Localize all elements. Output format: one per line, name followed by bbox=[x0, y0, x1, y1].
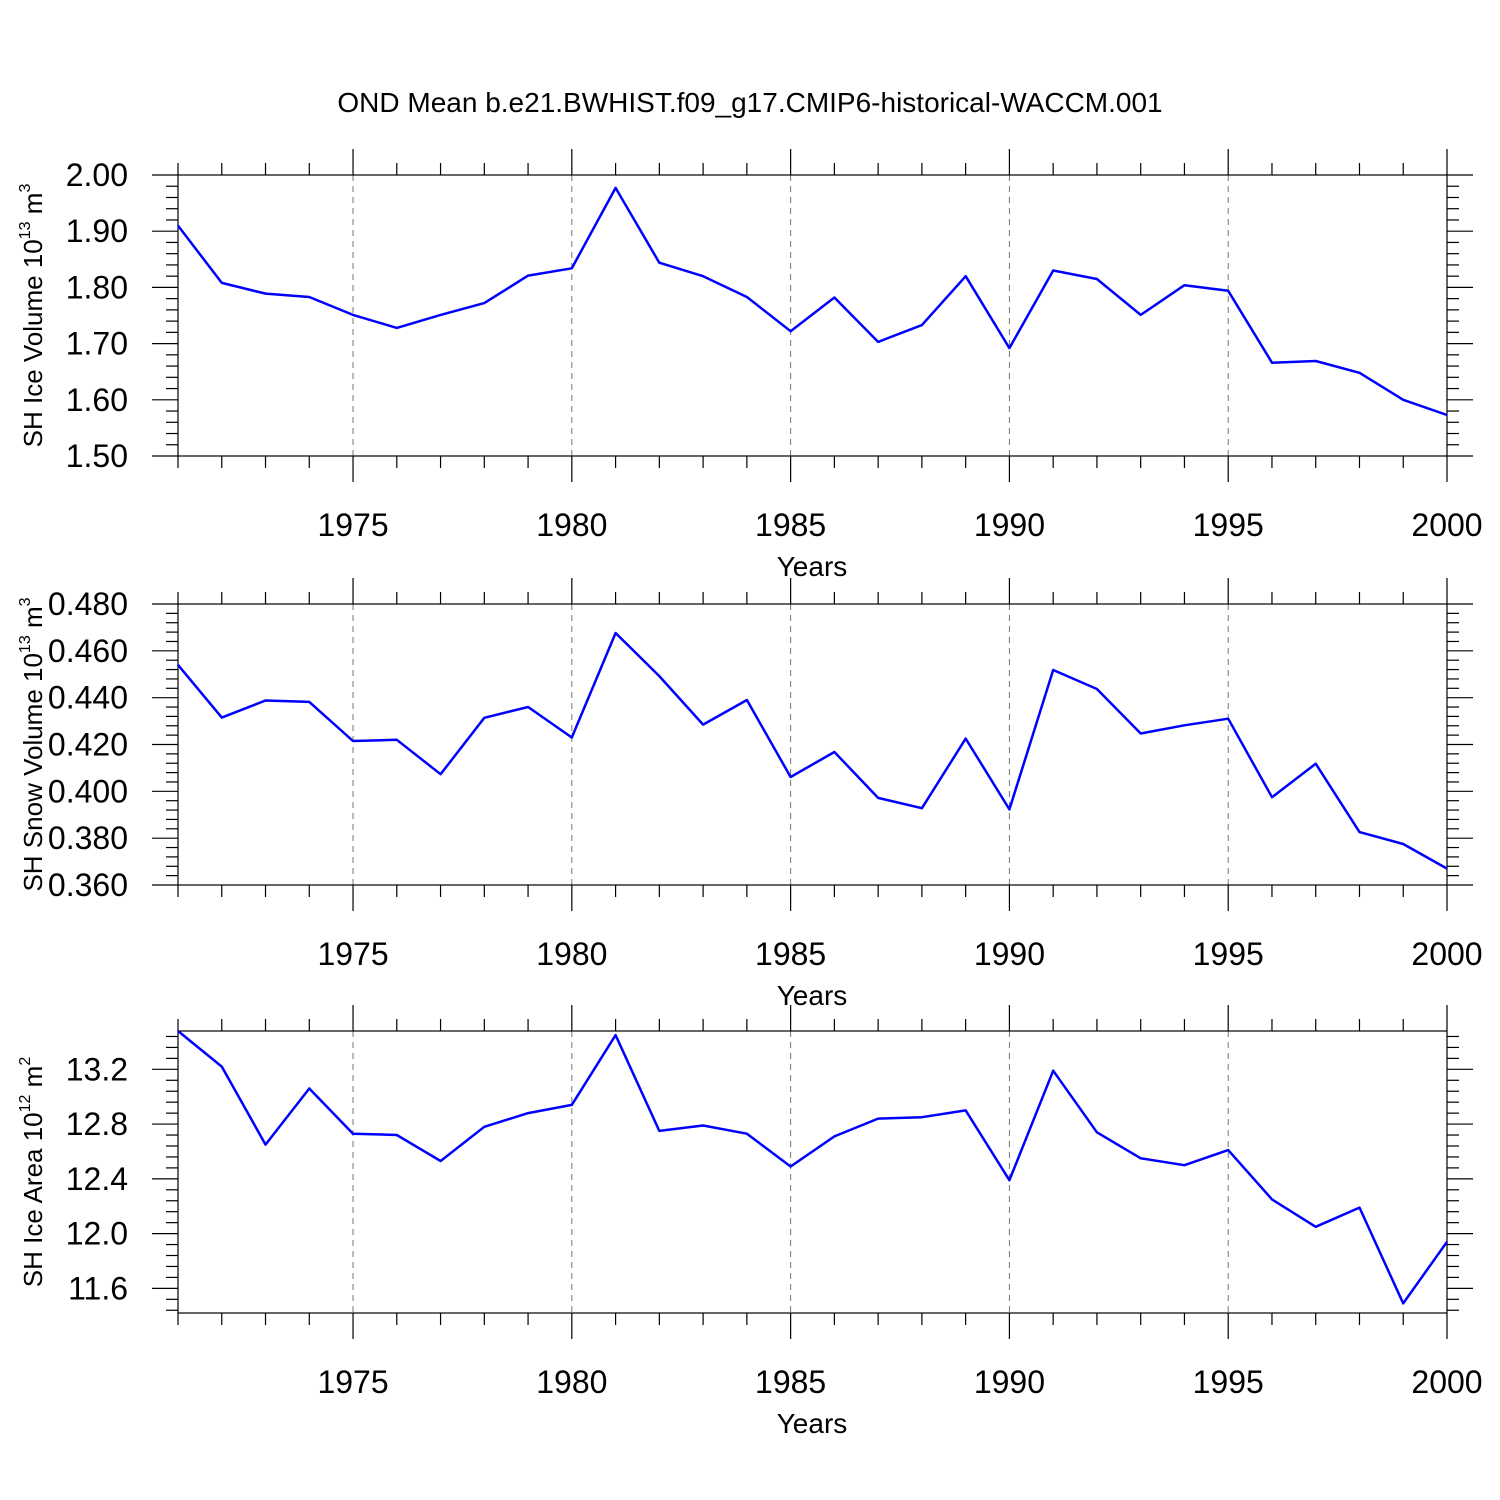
panel-1: 1.50 1.60 1.70 1.80 1.90 2.00 1975 1980 1985 1990… bbox=[17, 149, 1483, 582]
x-tick-label: 1990 bbox=[974, 507, 1045, 543]
x-tick-label: 1985 bbox=[755, 507, 826, 543]
y-tick-label: 12.0 bbox=[66, 1216, 128, 1252]
y-tick-label: 0.420 bbox=[48, 727, 128, 763]
y-tick-label: 13.2 bbox=[66, 1051, 128, 1087]
y-tick-label: 0.380 bbox=[48, 820, 128, 856]
y-axis-label: SH Ice Volume 1013 m3 bbox=[17, 184, 48, 448]
y-tick-label: 1.60 bbox=[66, 382, 128, 418]
y-tick-label: 1.80 bbox=[66, 269, 128, 305]
y-label-superscript: 13 bbox=[17, 635, 34, 653]
y-tick-label: 2.00 bbox=[66, 157, 128, 193]
y-tick-label: 12.8 bbox=[66, 1106, 128, 1142]
x-tick-label: 2000 bbox=[1411, 1364, 1482, 1400]
y-tick-label: 0.480 bbox=[48, 586, 128, 622]
y-tick-label: 0.360 bbox=[48, 867, 128, 903]
y-label-text: SH Ice Volume 10 bbox=[18, 239, 48, 447]
x-tick-label: 1985 bbox=[755, 1364, 826, 1400]
plot-frame bbox=[177, 1030, 1448, 1314]
y-label-text: SH Snow Volume 10 bbox=[18, 653, 48, 891]
x-tick-label: 1980 bbox=[536, 936, 607, 972]
figure-title: OND Mean b.e21.BWHIST.f09_g17.CMIP6-hist… bbox=[337, 87, 1162, 118]
x-tick-label: 1995 bbox=[1193, 1364, 1264, 1400]
x-tick-label: 1990 bbox=[974, 936, 1045, 972]
y-label-superscript: 3 bbox=[17, 184, 34, 193]
x-axis-label: Years bbox=[777, 551, 848, 582]
x-tick-label: 1980 bbox=[536, 1364, 607, 1400]
y-label-text: m bbox=[18, 1066, 48, 1095]
x-tick-label: 2000 bbox=[1411, 936, 1482, 972]
y-tick-label: 0.400 bbox=[48, 773, 128, 809]
y-label-text: m bbox=[18, 193, 48, 222]
series-line bbox=[177, 1030, 1449, 1305]
x-axis-label: Years bbox=[777, 980, 848, 1011]
x-tick-label: 1995 bbox=[1193, 936, 1264, 972]
y-label-superscript: 2 bbox=[17, 1057, 34, 1066]
x-tick-label: 1980 bbox=[536, 507, 607, 543]
y-tick-label: 1.90 bbox=[66, 213, 128, 249]
plot-frame bbox=[177, 174, 1448, 457]
y-tick-label: 11.6 bbox=[68, 1270, 128, 1306]
y-label-superscript: 3 bbox=[17, 597, 34, 606]
series-line bbox=[177, 631, 1448, 870]
y-label-text: m bbox=[18, 606, 48, 635]
panel-2: 0.360 0.380 0.400 0.420 0.440 0.460 0.480 1975 1… bbox=[17, 578, 1483, 1011]
x-tick-label: 1975 bbox=[317, 936, 388, 972]
x-axis-label: Years bbox=[777, 1408, 848, 1439]
y-tick-label: 0.440 bbox=[48, 680, 128, 716]
y-label-superscript: 12 bbox=[17, 1094, 34, 1112]
panel-3: 11.6 12.0 12.4 12.8 13.2 1975 1980 1985 1990 1995… bbox=[17, 1005, 1483, 1439]
y-axis-label: SH Snow Volume 1013 m3 bbox=[17, 597, 48, 891]
y-tick-label: 0.460 bbox=[48, 633, 128, 669]
plot-frame bbox=[177, 603, 1448, 886]
panels: 1.50 1.60 1.70 1.80 1.90 2.00 1975 1980 1985 1990… bbox=[17, 149, 1483, 1439]
x-tick-label: 1995 bbox=[1193, 507, 1264, 543]
x-tick-label: 1985 bbox=[755, 936, 826, 972]
x-tick-label: 2000 bbox=[1411, 507, 1482, 543]
x-tick-label: 1975 bbox=[317, 1364, 388, 1400]
series-line bbox=[177, 186, 1448, 417]
y-tick-label: 1.50 bbox=[66, 438, 128, 474]
y-tick-label: 12.4 bbox=[66, 1161, 128, 1197]
y-label-text: SH Ice Area 10 bbox=[18, 1112, 48, 1287]
x-tick-label: 1975 bbox=[317, 507, 388, 543]
y-tick-label: 1.70 bbox=[66, 326, 128, 362]
y-label-superscript: 13 bbox=[17, 221, 34, 239]
y-axis-label: SH Ice Area 1012 m2 bbox=[17, 1057, 48, 1288]
x-tick-label: 1990 bbox=[974, 1364, 1045, 1400]
